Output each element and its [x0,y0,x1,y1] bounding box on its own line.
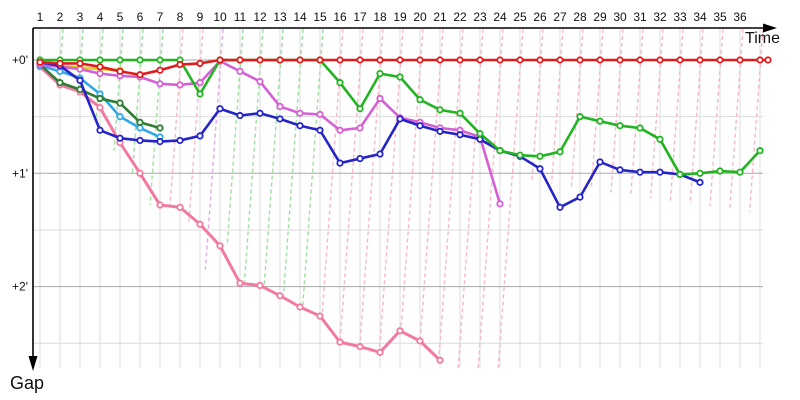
x-tick-label: 16 [333,10,347,24]
x-tick-label: 3 [77,10,84,24]
x-tick-label: 2 [57,10,64,24]
x-tick-label: 34 [693,10,707,24]
x-tick-label: 14 [293,10,307,24]
x-tick-label: 12 [253,10,267,24]
x-tick-label: 11 [234,10,247,24]
y-tick-label: +0' [12,53,28,67]
x-tick-label: 13 [273,10,287,24]
x-tick-label: 19 [393,10,407,24]
x-tick-label: 33 [673,10,687,24]
y-axis-title: Gap [10,373,45,393]
x-tick-label: 29 [593,10,607,24]
x-tick-label: 5 [117,10,124,24]
x-tick-label: 35 [713,10,727,24]
x-axis-title: Time [745,30,780,47]
x-tick-label: 27 [553,10,567,24]
x-tick-label: 7 [157,10,164,24]
x-tick-label: 36 [733,10,747,24]
x-tick-label: 22 [453,10,467,24]
x-tick-label: 24 [493,10,507,24]
x-tick-label: 23 [473,10,487,24]
x-tick-label: 17 [353,10,367,24]
x-tick-label: 25 [513,10,527,24]
y-tick-label: +2' [12,280,28,294]
x-tick-label: 4 [97,10,104,24]
x-tick-label: 28 [573,10,587,24]
x-tick-label: 26 [533,10,547,24]
x-tick-label: 10 [213,10,227,24]
x-tick-label: 32 [653,10,667,24]
x-tick-label: 1 [37,10,44,24]
x-tick-label: 6 [137,10,144,24]
x-tick-label: 15 [313,10,327,24]
x-tick-label: 21 [433,10,447,24]
x-tick-label: 8 [177,10,184,24]
x-tick-label: 20 [413,10,427,24]
x-tick-label: 9 [197,10,204,24]
y-tick-label: +1' [12,166,28,180]
x-tick-label: 31 [633,10,647,24]
x-tick-label: 18 [373,10,387,24]
x-tick-label: 30 [613,10,627,24]
